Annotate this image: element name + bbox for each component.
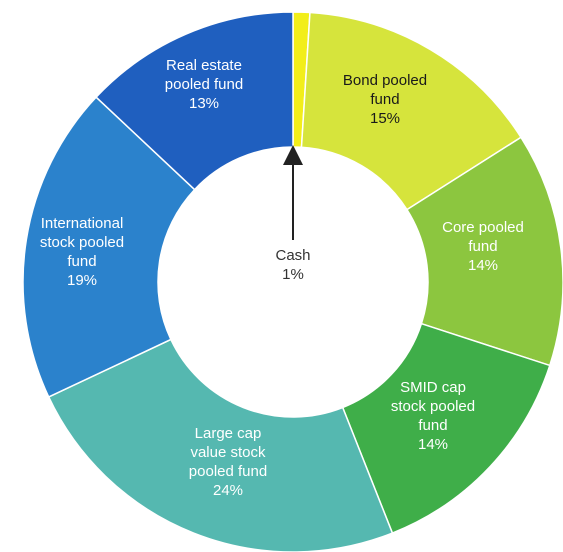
donut-slices xyxy=(22,11,563,552)
slice-label-3: SMID cap stock pooled fund 14% xyxy=(391,379,475,453)
slice-label-2: Core pooled fund 14% xyxy=(442,219,524,274)
slice-label-6: Real estate pooled fund 13% xyxy=(165,57,243,112)
slice-label-1: Bond pooled fund 15% xyxy=(343,72,427,127)
slice-1 xyxy=(300,11,523,211)
slice-label-4: Large cap value stock pooled fund 24% xyxy=(189,425,267,499)
slice-3 xyxy=(341,322,551,535)
slice-labels: Cash 1% Bond pooled fund 15% Core pooled fund 1… xyxy=(40,57,524,499)
slice-2 xyxy=(405,136,563,367)
slice-label-0: Cash 1% xyxy=(275,247,310,283)
slice-4 xyxy=(47,338,394,552)
slice-label-5: International stock pooled fund 19% xyxy=(40,215,124,289)
slice-5 xyxy=(22,96,196,398)
slice-6 xyxy=(95,11,294,191)
